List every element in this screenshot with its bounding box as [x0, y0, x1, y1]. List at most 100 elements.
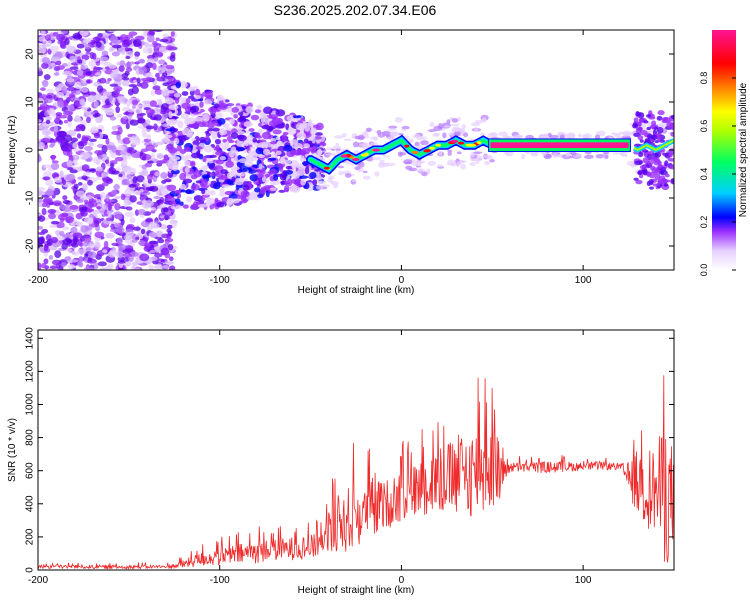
- noise-blob: [128, 84, 138, 88]
- noise-blob: [463, 132, 469, 138]
- noise-blob: [93, 66, 98, 74]
- noise-blob: [73, 128, 82, 132]
- noise-blob: [57, 213, 68, 221]
- noise-blob: [169, 201, 177, 205]
- noise-blob: [161, 88, 170, 97]
- noise-blob: [197, 203, 208, 208]
- noise-blob: [584, 154, 594, 160]
- ridge-peak: [457, 141, 465, 145]
- noise-blob: [80, 210, 88, 217]
- noise-blob: [156, 51, 163, 58]
- noise-blob: [212, 182, 221, 190]
- noise-blob: [117, 260, 126, 264]
- noise-blob: [245, 154, 251, 160]
- noise-blob: [254, 132, 261, 139]
- noise-blob: [45, 119, 51, 124]
- noise-blob: [113, 184, 120, 191]
- noise-blob: [224, 141, 230, 150]
- noise-blob: [191, 152, 201, 159]
- noise-blob: [129, 195, 137, 203]
- noise-blob: [221, 184, 231, 188]
- noise-blob: [49, 265, 59, 270]
- noise-blob: [142, 178, 147, 186]
- noise-blob: [64, 143, 73, 152]
- noise-blob: [310, 127, 317, 135]
- noise-blob: [49, 144, 55, 148]
- noise-blob: [156, 263, 163, 270]
- noise-blob: [42, 164, 53, 169]
- noise-blob: [41, 208, 47, 216]
- noise-blob: [45, 178, 54, 187]
- noise-blob: [83, 145, 94, 152]
- noise-blob: [44, 98, 53, 104]
- noise-blob: [149, 100, 157, 108]
- noise-blob: [41, 202, 48, 208]
- noise-blob: [105, 193, 110, 202]
- noise-blob: [76, 198, 84, 203]
- noise-blob: [43, 244, 49, 252]
- noise-blob: [128, 255, 134, 262]
- noise-blob: [50, 236, 58, 244]
- ridge-peak: [450, 139, 459, 143]
- noise-blob: [437, 126, 444, 129]
- noise-blob: [176, 144, 182, 152]
- noise-blob: [81, 134, 87, 143]
- noise-blob: [38, 262, 42, 270]
- noise-blob: [105, 217, 112, 222]
- noise-blob: [38, 197, 43, 203]
- noise-blob: [242, 184, 250, 191]
- noise-blob: [352, 141, 360, 148]
- noise-blob: [111, 51, 120, 57]
- noise-blob: [66, 78, 75, 83]
- noise-blob: [87, 179, 93, 186]
- colorbar-gradient: [712, 30, 736, 270]
- noise-blob: [242, 149, 247, 154]
- spectrogram-blobs: [38, 30, 674, 270]
- noise-blob: [58, 120, 63, 125]
- noise-blob: [320, 150, 327, 153]
- noise-blob: [154, 141, 164, 146]
- noise-blob: [302, 161, 309, 166]
- noise-blob: [335, 142, 340, 146]
- noise-blob: [296, 163, 304, 170]
- noise-blob: [162, 82, 170, 87]
- y-tick-label: -10: [25, 190, 36, 205]
- noise-blob: [186, 117, 196, 125]
- noise-blob: [199, 197, 206, 202]
- noise-blob: [62, 71, 72, 76]
- noise-blob: [131, 140, 141, 146]
- noise-blob: [661, 119, 668, 124]
- noise-blob: [139, 253, 150, 262]
- noise-blob: [145, 125, 155, 130]
- noise-blob: [77, 248, 87, 255]
- noise-blob: [120, 218, 125, 226]
- noise-blob: [265, 190, 270, 198]
- noise-blob: [234, 177, 244, 186]
- noise-blob: [470, 122, 480, 127]
- noise-blob: [65, 216, 74, 224]
- noise-blob: [558, 153, 563, 158]
- noise-blob: [394, 117, 403, 123]
- noise-blob: [72, 142, 78, 149]
- noise-blob: [146, 173, 153, 181]
- noise-blob: [443, 125, 451, 128]
- noise-blob: [74, 81, 82, 90]
- noise-blob: [604, 154, 609, 159]
- noise-blob: [648, 178, 654, 185]
- noise-blob: [41, 62, 49, 69]
- noise-blob: [43, 74, 51, 80]
- noise-blob: [140, 228, 146, 235]
- noise-blob: [109, 166, 114, 172]
- noise-blob: [92, 262, 99, 270]
- noise-blob: [525, 151, 530, 154]
- noise-blob: [214, 197, 219, 203]
- noise-blob: [270, 142, 277, 150]
- noise-blob: [144, 183, 152, 187]
- noise-blob: [89, 127, 99, 134]
- noise-blob: [662, 127, 668, 134]
- noise-blob: [125, 67, 133, 72]
- noise-blob: [201, 188, 206, 195]
- noise-blob: [530, 152, 539, 157]
- noise-blob: [67, 114, 73, 122]
- noise-blob: [132, 39, 142, 47]
